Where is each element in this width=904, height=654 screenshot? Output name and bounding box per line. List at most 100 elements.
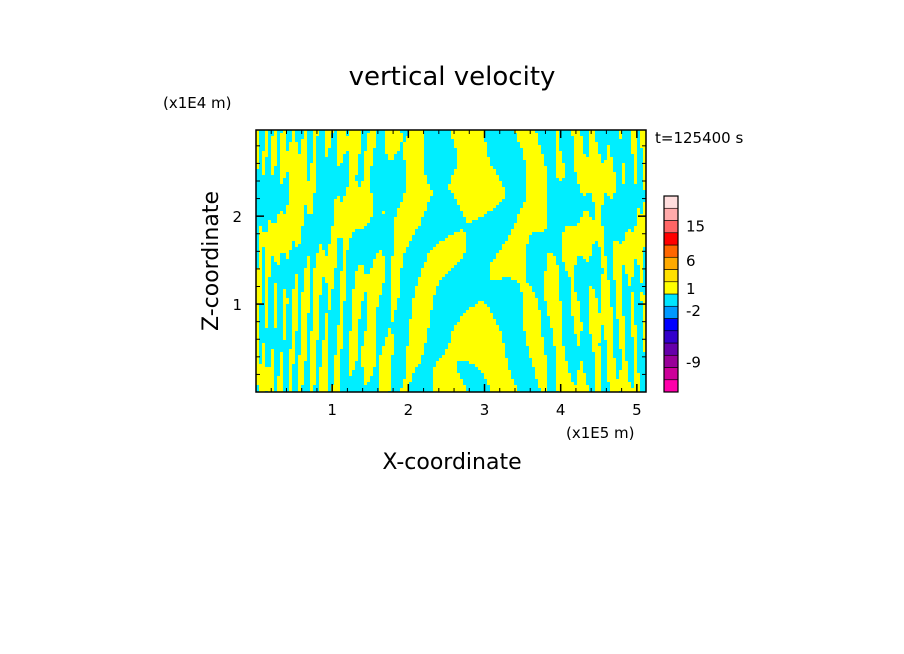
field-cell-positive bbox=[589, 286, 592, 289]
field-cell-positive bbox=[334, 208, 373, 211]
field-cell-positive bbox=[280, 154, 307, 157]
field-cell-positive bbox=[343, 259, 346, 262]
field-cell-positive bbox=[319, 367, 328, 370]
field-cell-positive bbox=[601, 286, 610, 289]
field-cell-positive bbox=[523, 304, 538, 307]
field-cell-positive bbox=[316, 262, 337, 265]
field-cell-positive bbox=[595, 385, 601, 388]
field-cell-positive bbox=[457, 148, 487, 151]
field-cell-positive bbox=[577, 373, 586, 376]
field-cell-positive bbox=[589, 310, 598, 313]
field-cell-positive bbox=[601, 301, 610, 304]
field-cell-positive bbox=[334, 223, 367, 226]
field-cell-positive bbox=[451, 190, 505, 193]
field-cell-positive bbox=[379, 250, 382, 253]
field-cell-positive bbox=[574, 316, 580, 319]
field-cell-positive bbox=[277, 385, 283, 388]
field-cell-positive bbox=[625, 265, 634, 268]
field-cell-positive bbox=[454, 145, 487, 148]
field-cell-positive bbox=[376, 256, 385, 259]
field-cell-positive bbox=[589, 136, 595, 139]
x-tick-label: 4 bbox=[556, 401, 566, 419]
field-cell-positive bbox=[274, 313, 277, 316]
field-cell-positive bbox=[310, 337, 319, 340]
field-cell-positive bbox=[334, 376, 340, 379]
field-cell-positive bbox=[409, 343, 424, 346]
field-cell-positive bbox=[406, 358, 421, 361]
field-cell-positive bbox=[607, 157, 613, 160]
field-cell-positive bbox=[547, 259, 556, 262]
field-cell-positive bbox=[601, 289, 610, 292]
field-cell-positive bbox=[409, 322, 430, 325]
y-tick-label: 1 bbox=[232, 296, 242, 314]
field-cell-positive bbox=[388, 328, 391, 331]
field-cell-positive bbox=[310, 355, 316, 358]
field-cell-positive bbox=[310, 163, 316, 166]
field-cell-positive bbox=[262, 343, 265, 346]
field-cell-positive bbox=[334, 379, 340, 382]
field-cell-positive bbox=[622, 163, 625, 166]
field-cell-positive bbox=[601, 295, 610, 298]
field-cell-positive bbox=[589, 154, 601, 157]
field-cell-positive bbox=[619, 343, 625, 346]
field-cell-positive bbox=[313, 316, 319, 319]
field-cell-positive bbox=[640, 139, 646, 142]
field-cell-positive bbox=[607, 346, 613, 349]
field-cell-positive bbox=[556, 157, 562, 160]
field-cell-positive bbox=[607, 361, 616, 364]
field-cell-positive bbox=[406, 172, 424, 175]
field-cell-positive bbox=[259, 232, 301, 235]
field-cell-positive bbox=[643, 322, 646, 325]
field-cell-positive bbox=[340, 322, 343, 325]
field-cell-positive bbox=[517, 280, 526, 283]
field-cell-positive bbox=[634, 154, 637, 157]
field-cell-positive bbox=[526, 181, 547, 184]
field-cell-positive bbox=[265, 277, 268, 280]
field-cell-positive bbox=[340, 271, 346, 274]
field-cell-positive bbox=[619, 319, 625, 322]
field-cell-positive bbox=[523, 202, 547, 205]
field-cell-positive bbox=[433, 370, 457, 373]
field-cell-positive bbox=[349, 334, 358, 337]
field-cell-positive bbox=[334, 373, 340, 376]
field-cell-positive bbox=[574, 154, 586, 157]
field-cell-positive bbox=[325, 334, 328, 337]
field-cell-positive bbox=[301, 139, 307, 142]
field-cell-positive bbox=[337, 154, 343, 157]
field-cell-positive bbox=[523, 310, 541, 313]
field-cell-positive bbox=[556, 172, 565, 175]
field-cell-positive bbox=[337, 139, 361, 142]
field-cell-positive bbox=[643, 349, 646, 352]
field-cell-positive bbox=[544, 277, 559, 280]
field-cell-positive bbox=[577, 382, 586, 385]
field-cell-positive bbox=[364, 379, 370, 382]
field-cell-positive bbox=[313, 157, 316, 160]
field-cell-positive bbox=[541, 388, 547, 391]
field-cell-positive bbox=[301, 301, 310, 304]
field-cell-positive bbox=[325, 145, 331, 148]
field-cell-positive bbox=[571, 283, 574, 286]
field-cell-positive bbox=[556, 151, 562, 154]
field-cell-positive bbox=[298, 379, 304, 382]
field-cell-positive bbox=[631, 139, 637, 142]
field-cell-positive bbox=[274, 259, 280, 262]
field-cell-positive bbox=[310, 349, 316, 352]
field-cell-positive bbox=[625, 232, 646, 235]
field-cell-positive bbox=[433, 388, 466, 391]
field-cell-positive bbox=[433, 376, 460, 379]
field-cell-positive bbox=[358, 268, 364, 271]
field-cell-positive bbox=[544, 295, 559, 298]
field-cell-positive bbox=[295, 280, 298, 283]
field-cell-positive bbox=[601, 280, 610, 283]
field-cell-positive bbox=[265, 130, 268, 133]
field-cell-positive bbox=[274, 319, 277, 322]
field-cell-positive bbox=[595, 352, 601, 355]
field-cell-positive bbox=[301, 349, 307, 352]
field-cell-positive bbox=[337, 331, 343, 334]
field-cell-positive bbox=[403, 154, 424, 157]
field-cell-positive bbox=[547, 253, 553, 256]
field-cell-positive bbox=[604, 268, 607, 271]
field-cell-positive bbox=[256, 376, 274, 379]
field-cell-positive bbox=[595, 205, 601, 208]
field-cell-positive bbox=[316, 265, 337, 268]
